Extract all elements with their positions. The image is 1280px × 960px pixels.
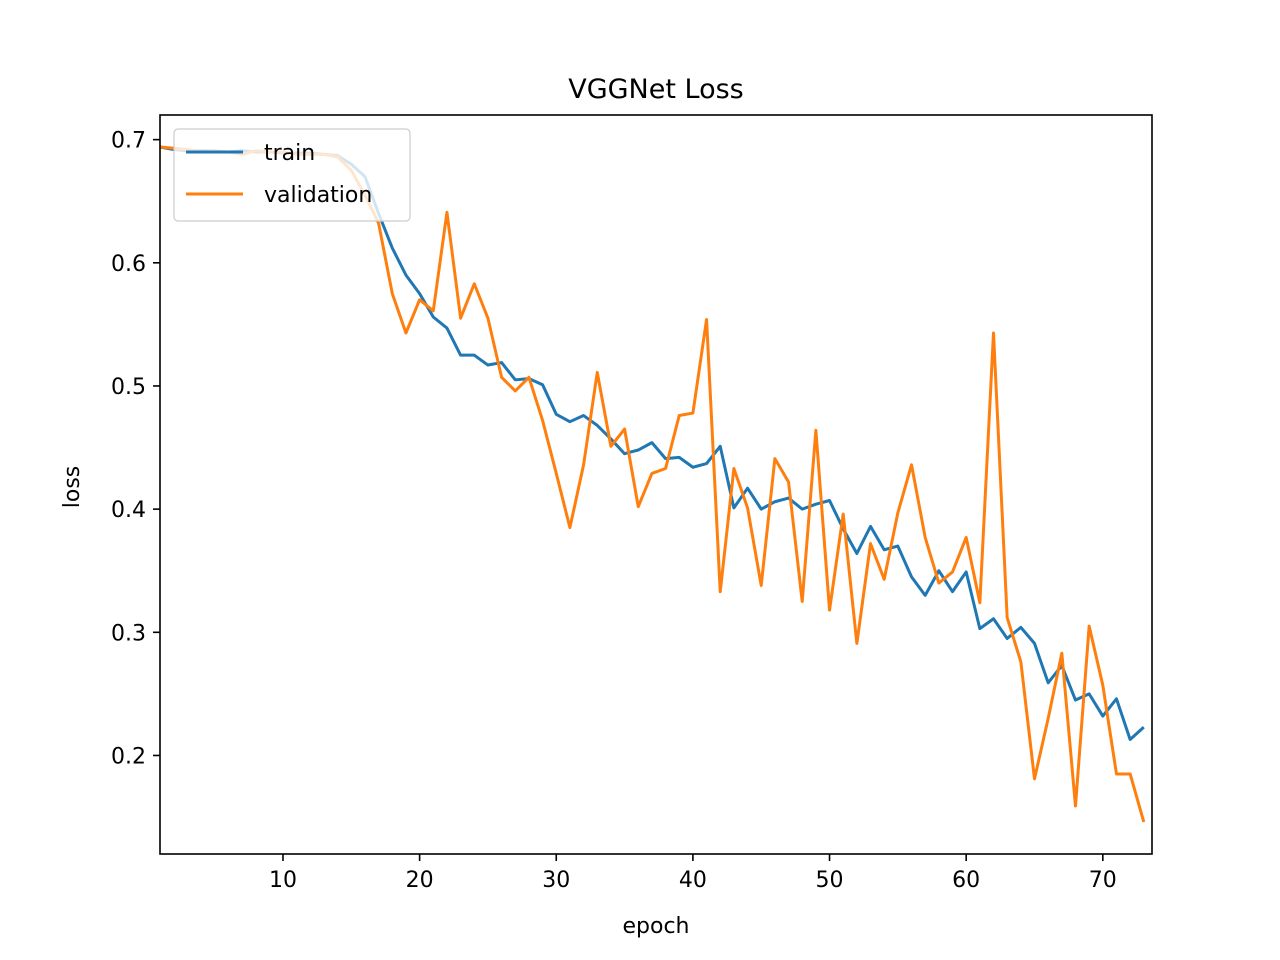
x-tick-label: 40 — [679, 868, 707, 893]
x-axis-label: epoch — [623, 914, 690, 939]
y-tick-label: 0.4 — [111, 498, 146, 523]
y-axis-label: loss — [60, 466, 85, 509]
x-axis: 10 20 30 40 50 60 70 — [269, 854, 1117, 893]
legend-train-label: train — [264, 141, 315, 166]
x-tick-label: 30 — [542, 868, 570, 893]
x-tick-label: 20 — [406, 868, 434, 893]
legend-validation-label: validation — [264, 183, 372, 208]
y-tick-label: 0.6 — [111, 252, 146, 277]
x-tick-label: 50 — [816, 868, 844, 893]
y-tick-label: 0.2 — [111, 744, 146, 769]
y-tick-label: 0.3 — [111, 621, 146, 646]
legend: train validation — [173, 128, 411, 222]
plot-frame — [159, 114, 1153, 855]
x-tick-label: 60 — [952, 868, 980, 893]
y-tick-label: 0.7 — [111, 129, 146, 154]
y-axis: 0.2 0.3 0.4 0.5 0.6 0.7 — [111, 129, 160, 769]
chart-title: VGGNet Loss — [568, 74, 744, 105]
x-tick-label: 70 — [1089, 868, 1117, 893]
x-tick-label: 10 — [269, 868, 297, 893]
y-tick-label: 0.5 — [111, 375, 146, 400]
